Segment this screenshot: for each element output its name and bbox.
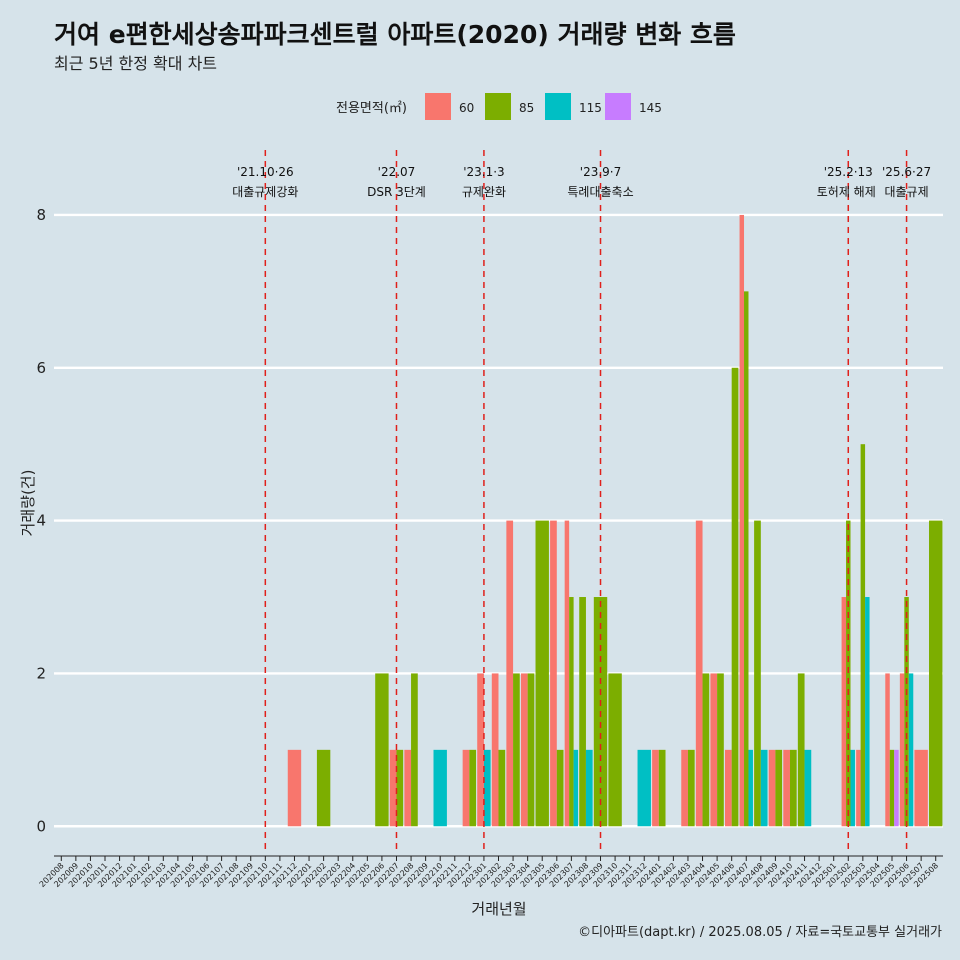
x-axis-title: 거래년월: [471, 900, 526, 918]
legend-label-85: 85: [519, 101, 534, 115]
bar-202404-60: [695, 520, 703, 827]
bar-202308-115: [585, 749, 593, 827]
bar-202302-85: [498, 749, 506, 827]
bar-202405-85: [717, 673, 724, 827]
event-text-label: 토허제 해제: [817, 185, 876, 199]
event-date-label: '25.2·13: [824, 165, 873, 179]
event-text-label: 대출규제강화: [232, 185, 298, 199]
bar-202409-85: [775, 749, 783, 827]
bar-202210-115: [433, 749, 447, 827]
bar-202502-115: [850, 749, 855, 827]
legend-label-145: 145: [639, 101, 662, 115]
bar-202406-85: [731, 367, 739, 827]
bar-202404-85: [702, 673, 710, 827]
bar-202208-85: [411, 673, 418, 827]
event-text-label: 특례대출축소: [567, 185, 633, 199]
y-tick-label: 2: [36, 664, 46, 682]
bar-202507-60: [914, 749, 928, 827]
bar-202308-85: [579, 597, 586, 827]
bar-202407-115: [748, 749, 753, 827]
event-date-label: '22.07: [378, 165, 416, 179]
bar-202403-60: [681, 749, 688, 827]
bar-202208-60: [404, 749, 412, 827]
bar-202506-115: [908, 673, 914, 827]
y-tick-label: 0: [36, 817, 46, 835]
bar-202408-85: [754, 520, 761, 827]
bar-202206-85: [375, 673, 389, 827]
event-date-label: '21.10·26: [237, 165, 294, 179]
chart-title: 거여 e편한세상송파파크센트럴 아파트(2020) 거래량 변화 흐름: [54, 20, 736, 49]
bar-202207-60: [389, 749, 397, 827]
legend: 전용면적(㎡) 60 85 115 145: [336, 93, 662, 120]
bar-202406-60: [724, 749, 732, 827]
bar-202405-60: [710, 673, 718, 827]
bar-202505-145: [894, 749, 899, 827]
bar-202212-60: [462, 749, 470, 827]
bar-202410-85: [789, 749, 797, 827]
event-text-label: 대출규제: [884, 185, 928, 199]
y-tick-label: 4: [36, 512, 46, 530]
bar-202505-85: [889, 749, 895, 827]
legend-key-60: [425, 93, 451, 120]
legend-key-85: [485, 93, 511, 120]
bar-202503-85: [860, 444, 866, 827]
legend-title: 전용면적(㎡): [336, 101, 407, 116]
event-text-label: 규제완화: [462, 185, 506, 199]
bar-202411-115: [804, 749, 812, 827]
bar-202305-85: [535, 520, 549, 827]
bar-202411-85: [797, 673, 805, 827]
bar-202306-60: [550, 520, 557, 827]
bar-202401-85: [658, 749, 666, 827]
legend-key-145: [605, 93, 631, 120]
bar-202304-60: [520, 673, 528, 827]
legend-label-115: 115: [579, 101, 602, 115]
bar-202505-60: [885, 673, 890, 827]
bar-202407-85: [744, 291, 749, 827]
bar-202506-60: [899, 673, 905, 827]
bars: [287, 214, 943, 827]
bar-202307-85: [569, 597, 574, 827]
chart-subtitle: 최근 5년 한정 확대 차트: [54, 54, 217, 73]
y-tick-label: 8: [36, 206, 46, 224]
event-date-label: '23.1·3: [463, 165, 504, 179]
bar-202112-60: [287, 749, 302, 827]
bar-202407-60: [739, 214, 745, 827]
bar-202307-60: [564, 520, 570, 827]
bar-202304-85: [527, 673, 535, 827]
legend-key-115: [545, 93, 571, 120]
bar-202306-85: [556, 749, 564, 827]
y-axis-title: 거래량(건): [19, 470, 37, 537]
bar-202408-115: [760, 749, 768, 827]
bar-202303-85: [513, 673, 520, 827]
bar-202303-60: [506, 520, 514, 827]
event-date-label: '25.6·27: [882, 165, 931, 179]
bar-202310-85: [608, 673, 622, 827]
bar-202502-85: [846, 520, 851, 827]
y-axis: 0 2 4 6 8: [36, 206, 46, 835]
bar-202403-85: [687, 749, 695, 827]
bar-202212-85: [469, 749, 477, 827]
legend-label-60: 60: [459, 101, 474, 115]
source-caption: ©디아파트(dapt.kr) / 2025.08.05 / 자료=국토교통부 실…: [578, 925, 942, 940]
bar-202207-85: [396, 749, 404, 827]
bar-202202-85: [316, 749, 331, 827]
bar-202301-60: [477, 673, 484, 827]
bar-202502-60: [841, 597, 847, 827]
event-date-label: '23.9·7: [580, 165, 621, 179]
event-lines: '21.10·26 대출규제강화 '22.07 DSR 3단계 '23.1·3 규제완화 '…: [232, 150, 931, 853]
bar-202410-60: [783, 749, 790, 827]
bar-202503-60: [856, 749, 861, 827]
bar-202301-115: [483, 749, 491, 827]
bar-202312-115: [637, 749, 651, 827]
bar-202302-60: [491, 673, 499, 827]
event-text-label: DSR 3단계: [367, 185, 426, 199]
bar-202401-60: [652, 749, 659, 827]
bar-202503-115: [865, 597, 870, 827]
y-tick-label: 6: [36, 359, 46, 377]
bar-202409-60: [768, 749, 776, 827]
bar-202307-115: [573, 749, 579, 827]
bar-202508-85: [929, 520, 943, 827]
